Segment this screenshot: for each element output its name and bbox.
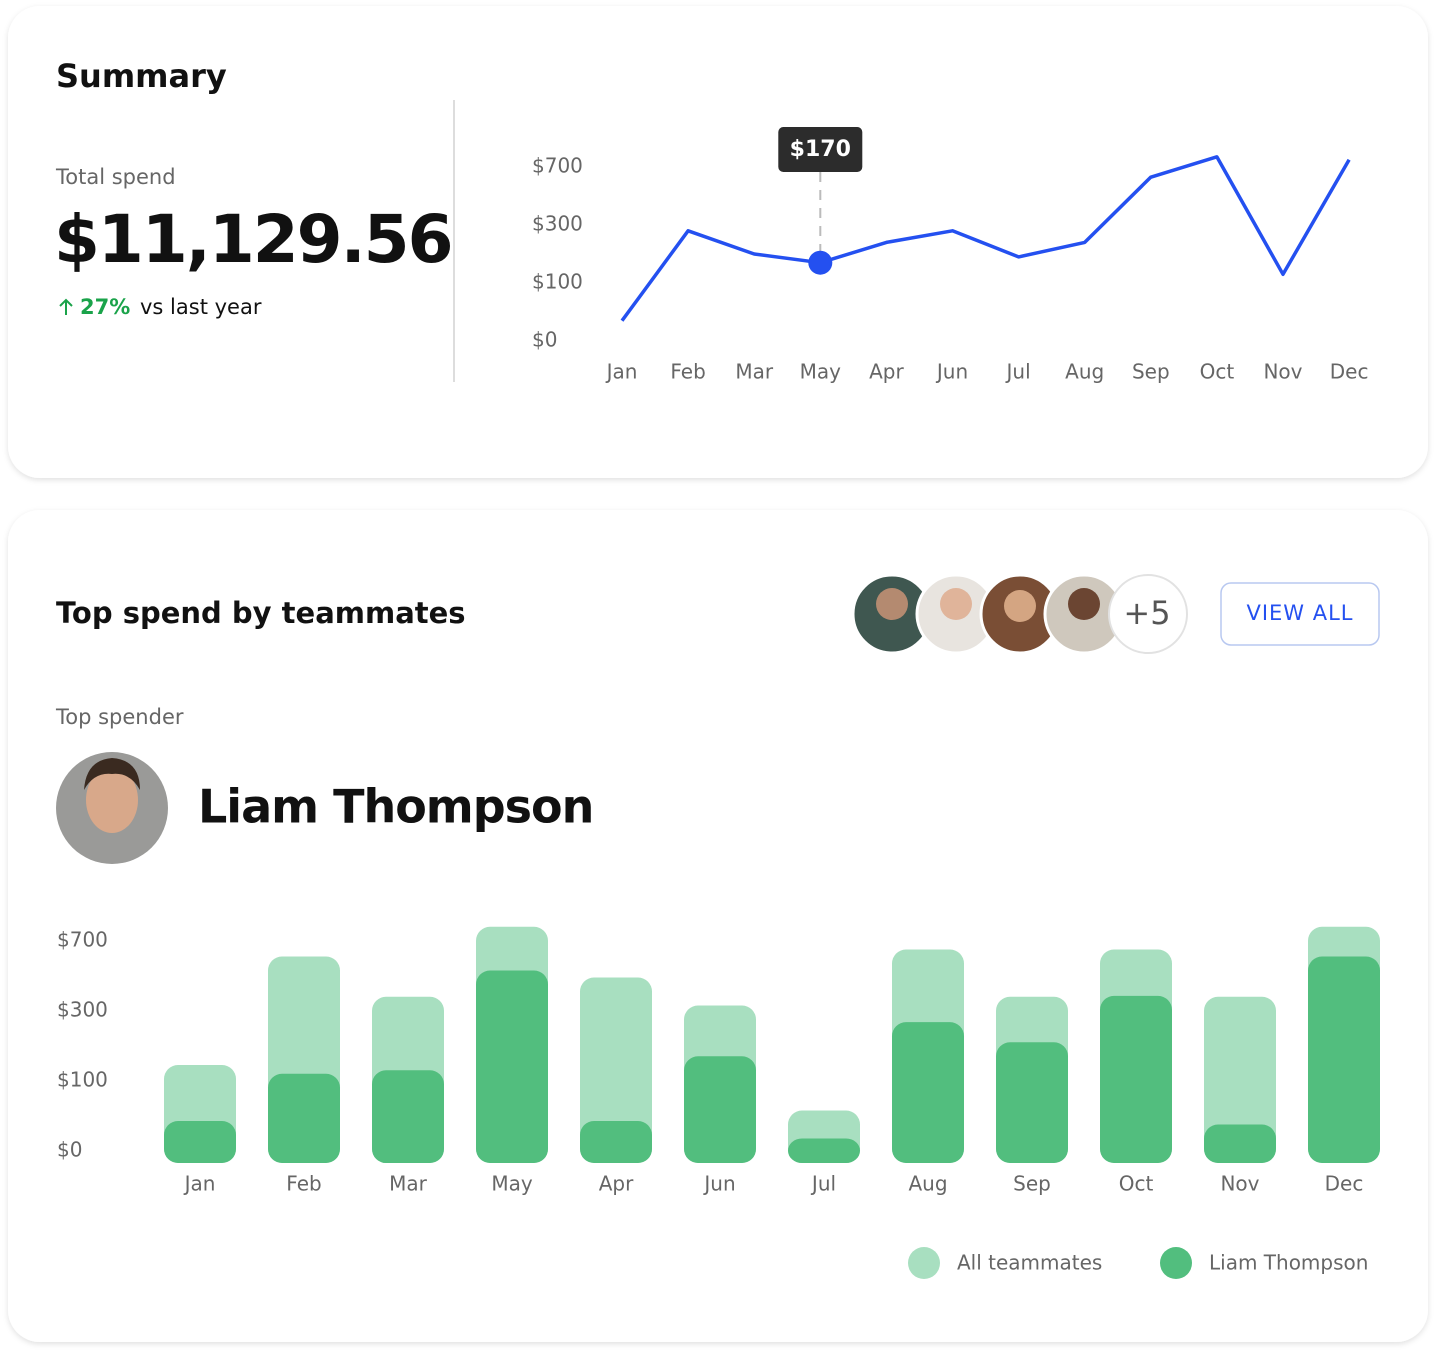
bar (1308, 956, 1380, 1163)
view-all-button[interactable] (1220, 582, 1380, 646)
tooltip-label: $170 (790, 137, 851, 162)
x-tick-label: Feb (670, 360, 705, 384)
bar (1204, 1124, 1276, 1163)
legend-label: Liam Thompson (1209, 1251, 1368, 1275)
more-count: +5 (1123, 594, 1170, 632)
y-tick-label: $300 (532, 212, 583, 236)
x-tick-label: Feb (286, 1172, 321, 1196)
avatars (851, 573, 1188, 655)
x-tick-label: Nov (1263, 360, 1302, 384)
y-tick-label: $100 (532, 270, 583, 294)
avatar-face (940, 588, 972, 620)
bar (268, 1073, 340, 1163)
total-label: Total spend (55, 165, 176, 189)
team-card (8, 510, 1428, 1342)
change-note: vs last year (140, 295, 262, 319)
total-value: $11,129.56 (54, 201, 452, 278)
x-tick-label: May (491, 1172, 533, 1196)
avatar-face (1068, 588, 1100, 620)
bar (580, 1121, 652, 1163)
y-tick-label: $100 (57, 1068, 108, 1092)
x-tick-label: Mar (735, 360, 774, 384)
bar (892, 1022, 964, 1163)
top-label: Top spender (55, 705, 184, 729)
line (620, 155, 1351, 322)
x-tick-label: Apr (599, 1172, 634, 1196)
x-tick-label: Oct (1200, 360, 1235, 384)
bar (788, 1138, 860, 1163)
x-tick-label: Dec (1325, 1172, 1364, 1196)
up-arrow (59, 298, 73, 315)
x-tick-label: Jul (810, 1172, 836, 1196)
bar (476, 970, 548, 1163)
y-tick-label: $0 (57, 1138, 82, 1162)
bar (164, 1121, 236, 1163)
bar (996, 1042, 1068, 1163)
x-tick-label: Jun (935, 360, 968, 384)
x-tick-label: May (800, 360, 842, 384)
avatar-face (876, 588, 908, 620)
x-tick-label: Jan (183, 1172, 216, 1196)
bar (1100, 995, 1172, 1163)
y-tick-label: $0 (532, 328, 557, 352)
bar (684, 1056, 756, 1163)
y-tick-label: $300 (57, 998, 108, 1022)
y-tick-label: $700 (532, 154, 583, 178)
x-tick-label: Mar (389, 1172, 428, 1196)
x-tick-label: Sep (1132, 360, 1170, 384)
x-tick-label: Jan (605, 360, 638, 384)
tooltip (778, 127, 863, 172)
x-tick-label: Nov (1220, 1172, 1259, 1196)
x-tick-label: Apr (869, 360, 904, 384)
change: 27% (80, 295, 130, 319)
x-tick-label: Dec (1330, 360, 1369, 384)
top-avatar-face (86, 767, 138, 833)
legend-swatch (908, 1247, 940, 1279)
team-title: Top spend by teammates (56, 596, 466, 630)
top-name: Liam Thompson (198, 780, 593, 834)
x-tick-label: Aug (1065, 360, 1104, 384)
x-tick-label: Sep (1013, 1172, 1051, 1196)
y-tick-label: $700 (57, 928, 108, 952)
x-tick-label: Jul (1005, 360, 1031, 384)
top-avatar-hair (84, 758, 140, 790)
legend-label: All teammates (957, 1251, 1102, 1275)
x-tick-label: Oct (1119, 1172, 1154, 1196)
summary-title: Summary (56, 57, 227, 95)
x-tick-label: Jun (702, 1172, 735, 1196)
bar (372, 1070, 444, 1163)
view-all-label[interactable]: VIEW ALL (1246, 601, 1353, 625)
avatar-face (1004, 590, 1036, 622)
bar (580, 977, 652, 1163)
bar (1204, 996, 1276, 1163)
point (808, 250, 833, 275)
more-badge (1108, 574, 1188, 654)
legend-swatch (1160, 1247, 1192, 1279)
x-tick-label: Aug (908, 1172, 947, 1196)
